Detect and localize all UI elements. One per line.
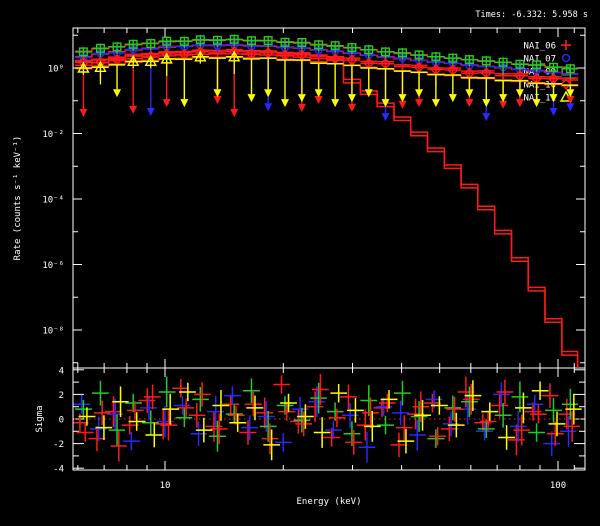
legend-label: NAI_06: [523, 42, 556, 52]
y-axis-label-sigma: Sigma: [35, 405, 45, 432]
legend-label: NAI_07: [523, 55, 556, 65]
legend-entry-NAI_07: NAI_07: [523, 53, 571, 65]
legend-entry-NAI_11: NAI_11: [523, 90, 573, 104]
residual-series-NAI_11: [78, 380, 582, 461]
residual-series-NAI_09: [75, 376, 579, 452]
y-tick-label: 10⁰: [48, 65, 64, 75]
sigma-tick-label: 0: [59, 416, 64, 426]
x-tick-label-10: 10: [160, 481, 171, 491]
spectrum-data-layer: [75, 34, 579, 368]
sigma-tick-label: 2: [59, 391, 64, 401]
sigma-tick-label: -4: [53, 465, 64, 475]
axis-ticks: [73, 28, 585, 470]
y-tick-label: 10⁻⁴: [42, 196, 64, 206]
legend-label: NAI_11: [523, 94, 556, 104]
y-tick-label: 10⁻⁸: [42, 327, 64, 337]
y-tick-label: 10⁻⁶: [42, 261, 64, 271]
sigma-tick-label: 4: [59, 366, 64, 376]
legend-entry-NAI_10: NAI_10: [523, 78, 572, 91]
legend-entry-NAI_06: NAI_06: [523, 40, 571, 52]
main-panel-frame: [72, 27, 586, 369]
x-tick-label-100: 100: [550, 481, 566, 491]
residual-series-NAI_07: [73, 382, 577, 463]
axis-tick-labels: 10⁰ 10⁻² 10⁻⁴ 10⁻⁶ 10⁻⁸ -4 -2 0 2 4: [42, 65, 64, 475]
y-axis-label-rate: Rate (counts s⁻¹ keV⁻¹): [13, 136, 23, 261]
times-label: Times: -6.332: 5.958 s: [475, 10, 588, 20]
sigma-tick-label: -2: [53, 440, 64, 450]
residual-series-NAI_06: [73, 375, 575, 458]
legend-label: NAI_10: [523, 81, 556, 91]
residual-data-layer: [73, 374, 584, 463]
spectrum-series-NAI_09: [75, 34, 579, 86]
residual-series-NAI_10: [76, 374, 580, 462]
y-tick-label: 10⁻²: [42, 130, 64, 140]
spectrum-series-NAI_11: [75, 50, 579, 108]
x-axis-label: Energy (keV): [296, 497, 361, 507]
